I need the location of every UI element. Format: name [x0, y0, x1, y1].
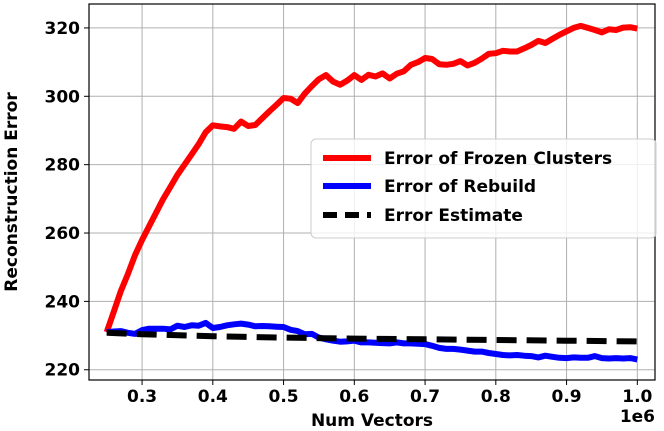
legend-label-estimate: Error Estimate	[384, 206, 523, 226]
x-tick-label: 1.0	[622, 387, 652, 407]
series-line-rebuild	[106, 319, 638, 363]
x-tick-label: 0.4	[198, 387, 228, 407]
y-tick-label: 300	[45, 87, 81, 107]
y-tick-label: 240	[45, 292, 81, 312]
y-tick-label: 220	[45, 361, 81, 381]
x-tick-label: 0.7	[410, 387, 440, 407]
x-tick-label: 0.6	[339, 387, 369, 407]
y-tick-label: 320	[45, 19, 81, 39]
legend-label-frozen: Error of Frozen Clusters	[384, 149, 612, 169]
series-line-frozen-clusters	[103, 22, 638, 334]
x-tick-label: 0.9	[552, 387, 582, 407]
tick-layer: 0.3 0.4 0.5 0.6 0.7 0.8 0.9 1.0 220 240 260 280 300 3…	[45, 19, 653, 407]
legend-box	[310, 138, 657, 239]
x-axis-label: Num Vectors	[311, 411, 433, 431]
legend-label-rebuild: Error of Rebuild	[384, 177, 536, 197]
x-tick-label: 0.5	[269, 387, 299, 407]
y-tick-label: 280	[45, 156, 81, 176]
series-layer	[103, 22, 638, 363]
legend: Error of Frozen Clusters Error of Rebuil…	[310, 138, 657, 239]
x-tick-label: 0.3	[127, 387, 157, 407]
series-line-estimate	[106, 329, 638, 345]
x-offset-text: 1e6	[620, 407, 655, 427]
y-axis-label: Reconstruction Error	[2, 92, 22, 292]
y-tick-label: 260	[45, 224, 81, 244]
x-tick-label: 0.8	[481, 387, 511, 407]
